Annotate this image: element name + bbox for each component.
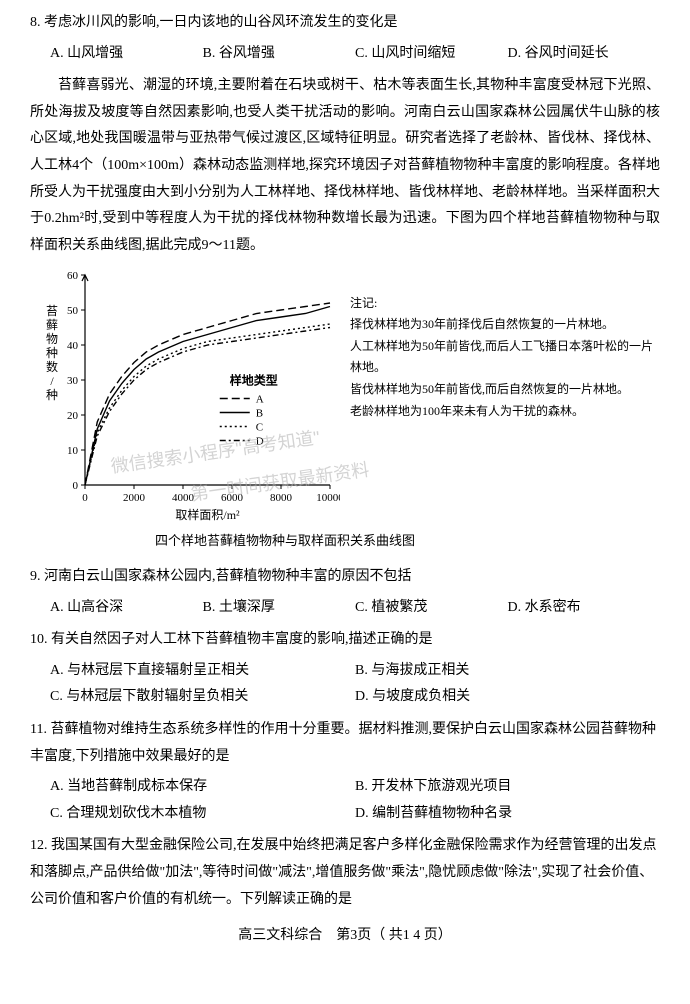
svg-text:0: 0 [73,480,79,492]
q10-opt-c: C. 与林冠层下散射辐射呈负相关 [50,684,355,711]
chart-caption: 四个样地苔藓植物物种与取样面积关系曲线图 [0,529,660,554]
q11-opt-a: A. 当地苔藓制成标本保存 [50,774,355,801]
svg-text:藓: 藓 [46,318,58,332]
q8-opt-a: A. 山风增强 [50,41,203,68]
q12-stem: 12. 我国某国有大型金融保险公司,在发展中始终把满足客户多样化金融保险需求作为… [30,833,660,913]
q10-stem: 10. 有关自然因子对人工林下苔藓植物丰富度的影响,描述正确的是 [30,627,660,654]
svg-text:D: D [256,436,264,448]
q11-opt-d: D. 编制苔藓植物物种名录 [355,801,660,828]
svg-text:8000: 8000 [270,492,293,504]
svg-text:10000: 10000 [316,492,340,504]
passage-1: 苔藓喜弱光、潮湿的环境,主要附着在石块或树干、枯木等表面生长,其物种丰富度受林冠… [30,73,660,259]
q8-opt-c: C. 山风时间缩短 [355,41,508,68]
svg-text:0: 0 [82,492,88,504]
note-4: 老龄林样地为100年来未有人为干扰的森林。 [350,401,660,421]
svg-text:C: C [256,422,263,434]
note-1: 择伐林样地为30年前择伐后自然恢复的一片林地。 [350,314,660,334]
q8-opt-d: D. 谷风时间延长 [508,41,661,68]
q11-stem: 11. 苔藓植物对维持生态系统多样性的作用十分重要。据材料推测,要保护白云山国家… [30,717,660,770]
q10-opt-b: B. 与海拔成正相关 [355,658,660,685]
svg-text:苔: 苔 [46,304,58,318]
q11-opt-c: C. 合理规划砍伐木本植物 [50,801,355,828]
q11-options: A. 当地苔藓制成标本保存 B. 开发林下旅游观光项目 C. 合理规划砍伐木本植… [50,774,660,827]
svg-text:10: 10 [67,445,79,457]
chart-notes: 注记: 择伐林样地为30年前择伐后自然恢复的一片林地。 人工林样地为50年前皆伐… [340,265,660,525]
svg-text:样地类型: 样地类型 [230,373,278,388]
svg-text:50: 50 [67,305,79,317]
q10-options: A. 与林冠层下直接辐射呈正相关 B. 与海拔成正相关 C. 与林冠层下散射辐射… [50,658,660,711]
species-area-chart: 0 10 20 30 40 50 60 0 2000 4000 6000 8000 10000 取样面积/… [40,265,340,525]
svg-text:4000: 4000 [172,492,195,504]
q9-options: A. 山高谷深 B. 土壤深厚 C. 植被繁茂 D. 水系密布 [50,595,660,622]
q11-opt-b: B. 开发林下旅游观光项目 [355,774,660,801]
q8-opt-b: B. 谷风增强 [203,41,356,68]
svg-text:40: 40 [67,340,79,352]
svg-text:取样面积/m²: 取样面积/m² [175,507,240,522]
svg-text:30: 30 [67,375,79,387]
svg-text:6000: 6000 [221,492,244,504]
chart-wrapper: 0 10 20 30 40 50 60 0 2000 4000 6000 8000 10000 取样面积/… [30,265,660,525]
q8-stem: 8. 考虑冰川风的影响,一日内该地的山谷风环流发生的变化是 [30,10,660,37]
note-3: 皆伐林样地为50年前皆伐,而后自然恢复的一片林地。 [350,379,660,399]
chart-region: 0 10 20 30 40 50 60 0 2000 4000 6000 8000 10000 取样面积/… [40,265,660,525]
svg-text:物: 物 [46,332,58,346]
svg-text:B: B [256,408,263,420]
q9-opt-a: A. 山高谷深 [50,595,203,622]
svg-text:A: A [256,394,264,406]
q9-opt-c: C. 植被繁茂 [355,595,508,622]
svg-text:/: / [50,374,54,388]
q10-opt-a: A. 与林冠层下直接辐射呈正相关 [50,658,355,685]
q9-stem: 9. 河南白云山国家森林公园内,苔藓植物物种丰富的原因不包括 [30,564,660,591]
svg-text:数: 数 [46,359,58,374]
page-footer: 高三文科综合 第3页（ 共1 4 页） [30,923,660,950]
svg-text:种: 种 [46,388,58,402]
notes-title: 注记: [350,293,660,313]
svg-text:种: 种 [46,346,58,360]
q9-opt-b: B. 土壤深厚 [203,595,356,622]
note-2: 人工林样地为50年前皆伐,而后人工飞播日本落叶松的一片林地。 [350,336,660,377]
q10-opt-d: D. 与坡度成负相关 [355,684,660,711]
q8-options: A. 山风增强 B. 谷风增强 C. 山风时间缩短 D. 谷风时间延长 [50,41,660,68]
q9-opt-d: D. 水系密布 [508,595,661,622]
svg-text:2000: 2000 [123,492,146,504]
svg-text:60: 60 [67,270,79,282]
svg-text:20: 20 [67,410,79,422]
